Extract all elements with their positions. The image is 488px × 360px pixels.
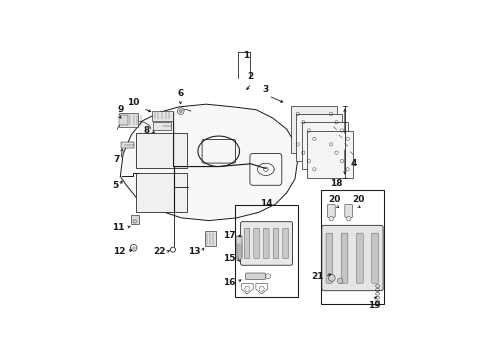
Text: 7: 7 [113,155,120,164]
FancyBboxPatch shape [236,235,242,258]
Circle shape [328,275,334,281]
FancyBboxPatch shape [253,228,259,258]
Bar [135,133,186,168]
FancyBboxPatch shape [130,215,139,224]
Bar [236,248,241,251]
Polygon shape [120,104,297,221]
Polygon shape [301,122,347,169]
FancyBboxPatch shape [119,115,127,125]
Text: 12: 12 [113,247,125,256]
Text: 16: 16 [223,278,235,287]
FancyBboxPatch shape [327,204,334,217]
Bar [135,174,186,212]
Text: 10: 10 [127,98,140,107]
FancyBboxPatch shape [152,122,171,130]
Bar [236,244,241,247]
Circle shape [328,216,333,221]
FancyBboxPatch shape [321,225,382,291]
FancyBboxPatch shape [121,141,134,148]
Bar [236,256,241,260]
Polygon shape [296,114,342,161]
Circle shape [337,278,342,284]
FancyBboxPatch shape [244,228,249,258]
FancyBboxPatch shape [344,204,352,217]
Text: 6: 6 [177,89,183,98]
Text: 15: 15 [223,255,235,264]
Text: 3: 3 [262,85,268,94]
Text: 14: 14 [259,199,272,208]
FancyBboxPatch shape [152,111,173,121]
Bar [236,252,241,255]
Text: 1: 1 [242,51,248,60]
FancyBboxPatch shape [263,228,268,258]
FancyBboxPatch shape [273,228,278,258]
FancyBboxPatch shape [282,228,288,258]
Text: 2: 2 [246,72,253,81]
FancyBboxPatch shape [204,231,215,246]
Circle shape [177,108,183,114]
Text: 4: 4 [350,159,356,168]
FancyBboxPatch shape [119,113,138,127]
Text: 9: 9 [117,105,123,114]
Text: 20: 20 [328,195,340,204]
Bar [321,190,383,304]
Circle shape [346,216,350,221]
Polygon shape [290,105,336,153]
FancyBboxPatch shape [341,233,347,283]
Text: 22: 22 [153,247,166,256]
Text: 18: 18 [329,179,342,188]
FancyBboxPatch shape [325,233,332,283]
Text: 8: 8 [143,126,149,135]
FancyBboxPatch shape [245,273,265,280]
Polygon shape [307,131,352,177]
Text: 13: 13 [187,247,200,256]
Text: 20: 20 [351,195,364,204]
FancyBboxPatch shape [371,233,378,283]
Text: 11: 11 [112,223,124,232]
Circle shape [265,274,270,279]
FancyBboxPatch shape [240,222,292,265]
FancyBboxPatch shape [356,233,363,283]
Text: 17: 17 [223,230,235,239]
Text: 19: 19 [367,301,380,310]
Bar [235,205,297,297]
Circle shape [179,110,182,112]
Text: 5: 5 [112,181,118,190]
Text: 21: 21 [310,272,323,281]
